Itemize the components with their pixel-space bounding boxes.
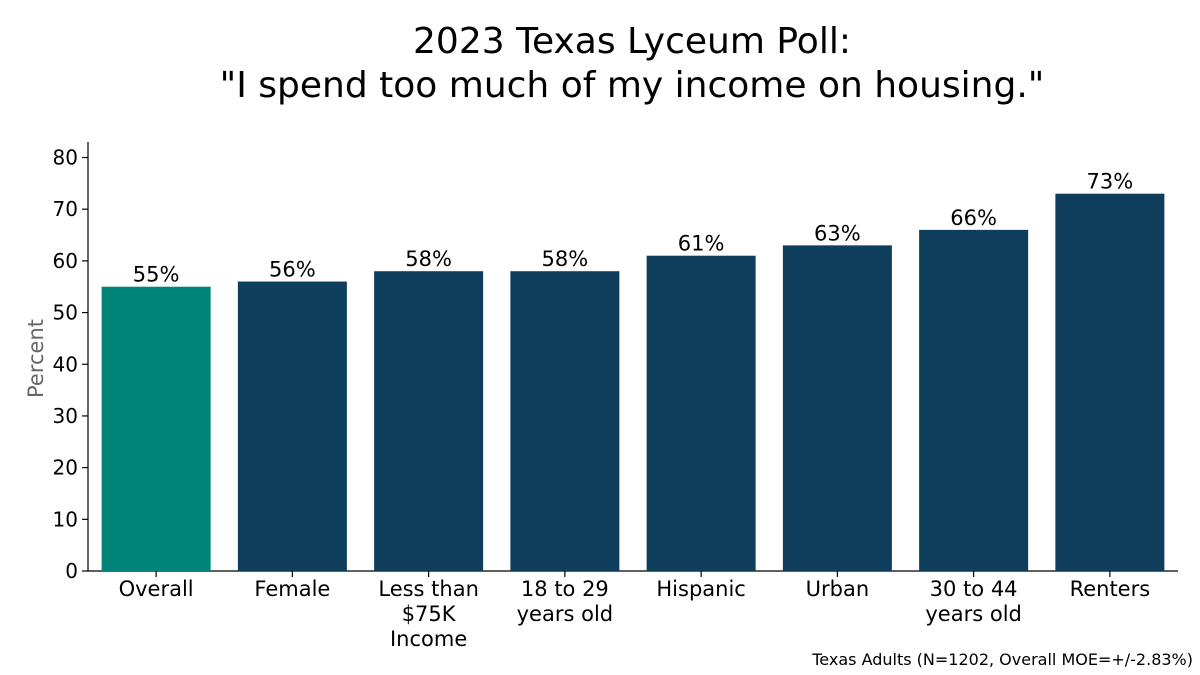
- data-label-4: 58%: [542, 247, 589, 271]
- x-tick-label: Less than: [378, 577, 479, 601]
- y-tick-label: 30: [53, 404, 78, 428]
- x-tick-label: Female: [254, 577, 330, 601]
- data-label-3: 58%: [405, 247, 452, 271]
- x-tick-label: 30 to 44: [930, 577, 1018, 601]
- data-labels: 55% 56% 58% 58% 61% 63% 66% 73%: [133, 170, 1133, 287]
- data-label-6: 63%: [814, 221, 861, 245]
- bar-3: [374, 271, 484, 571]
- bar-1: [101, 286, 211, 571]
- bar-7: [919, 229, 1029, 571]
- bar-2: [237, 281, 347, 571]
- x-tick-label: Renters: [1070, 577, 1151, 601]
- x-tick-label: Urban: [806, 577, 870, 601]
- bar-4: [510, 271, 620, 571]
- y-tick-label: 10: [53, 507, 78, 531]
- y-tick-label: 40: [53, 352, 78, 376]
- bar-5: [646, 255, 756, 571]
- y-tick-label: 60: [53, 249, 78, 273]
- data-label-5: 61%: [678, 232, 725, 256]
- data-label-1: 55%: [133, 263, 180, 287]
- footnote: Texas Adults (N=1202, Overall MOE=+/-2.8…: [811, 650, 1193, 669]
- x-tick-label: 18 to 29: [521, 577, 609, 601]
- x-tick-label: Hispanic: [656, 577, 745, 601]
- y-tick-label: 70: [53, 197, 78, 221]
- y-tick-label: 80: [53, 146, 78, 170]
- x-tick-label: $75K: [402, 602, 457, 626]
- bar-6: [782, 245, 892, 572]
- bars: [101, 193, 1165, 572]
- y-tick-label: 0: [65, 559, 78, 583]
- data-label-2: 56%: [269, 258, 316, 282]
- x-tick-label: Income: [390, 627, 467, 651]
- y-tick-label: 20: [53, 456, 78, 480]
- x-tick-label: years old: [517, 602, 613, 626]
- data-label-7: 66%: [950, 206, 997, 230]
- y-axis-label: Percent: [24, 319, 48, 398]
- data-label-8: 73%: [1087, 170, 1134, 194]
- x-tick-label: Overall: [119, 577, 194, 601]
- chart-title-line-1: 2023 Texas Lyceum Poll:: [413, 21, 851, 62]
- chart-title-line-2: "I spend too much of my income on housin…: [220, 65, 1045, 106]
- bar-8: [1055, 193, 1165, 571]
- chart-title: 2023 Texas Lyceum Poll:"I spend too much…: [220, 21, 1045, 106]
- y-tick-label: 50: [53, 301, 78, 325]
- x-tick-label: years old: [925, 602, 1021, 626]
